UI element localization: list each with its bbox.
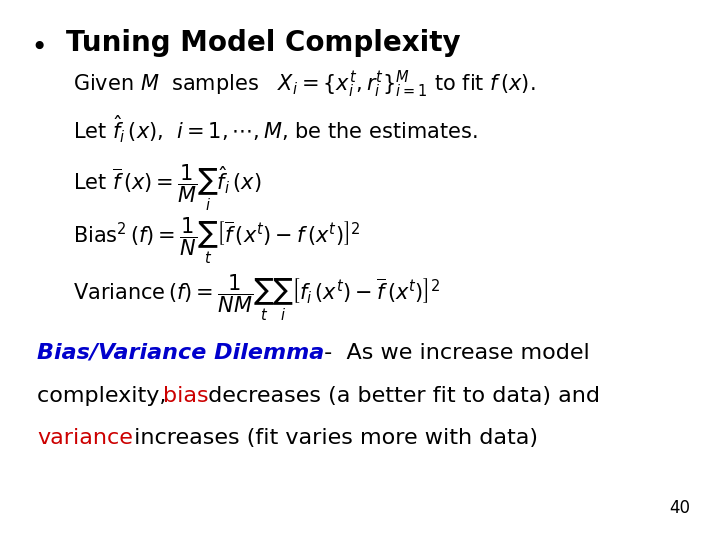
Text: bias: bias xyxy=(163,386,208,406)
Text: complexity,: complexity, xyxy=(37,386,174,406)
Text: Let $\overline{f}\,(x) = \dfrac{1}{M} \sum_i \hat{f}_i\,(x)$: Let $\overline{f}\,(x) = \dfrac{1}{M} \s… xyxy=(73,163,261,213)
Text: $\mathrm{Bias}^2\,(f) = \dfrac{1}{N} \sum_t \left[\overline{f}\,(x^t) - f\,(x^t): $\mathrm{Bias}^2\,(f) = \dfrac{1}{N} \su… xyxy=(73,217,361,266)
Text: $\bullet$: $\bullet$ xyxy=(30,31,45,59)
Text: -  As we increase model: - As we increase model xyxy=(317,342,590,362)
Text: increases (fit varies more with data): increases (fit varies more with data) xyxy=(127,428,538,449)
Text: 40: 40 xyxy=(669,499,690,517)
Text: Bias/Variance Dilemma: Bias/Variance Dilemma xyxy=(37,342,325,362)
Text: Tuning Model Complexity: Tuning Model Complexity xyxy=(66,29,461,57)
Text: $\mathrm{Variance}\,(f) = \dfrac{1}{NM} \sum_t \sum_i \left[f_i\,(x^t) - \overli: $\mathrm{Variance}\,(f) = \dfrac{1}{NM} … xyxy=(73,273,441,323)
Text: variance: variance xyxy=(37,428,133,449)
Text: decreases (a better fit to data) and: decreases (a better fit to data) and xyxy=(201,386,600,406)
Text: Let $\hat{f}_i\,(x)$,  $i = 1, \cdots, M$, be the estimates.: Let $\hat{f}_i\,(x)$, $i = 1, \cdots, M$… xyxy=(73,114,477,145)
Text: Given $M$  samples   $X_i = \{x_i^t, r_i^t\}_{i=1}^{M}$ to fit $f\,(x)$.: Given $M$ samples $X_i = \{x_i^t, r_i^t\… xyxy=(73,69,536,100)
